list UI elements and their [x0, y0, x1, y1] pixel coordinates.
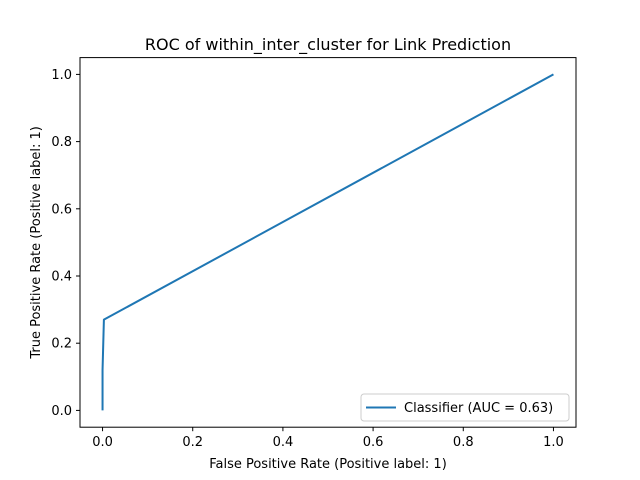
legend-entry-label: Classifier (AUC = 0.63)	[404, 401, 553, 416]
y-axis-label: True Positive Rate (Positive label: 1)	[29, 126, 44, 360]
x-axis-label: False Positive Rate (Positive label: 1)	[209, 457, 447, 472]
y-axis-ticks: 0.0 0.2 0.4 0.6 0.8 1.0	[51, 68, 80, 419]
chart-title: ROC of within_inter_cluster for Link Pre…	[145, 35, 511, 55]
y-tick-label: 0.0	[51, 404, 72, 419]
y-tick-label: 1.0	[51, 68, 72, 83]
x-tick-label: 0.2	[182, 435, 203, 450]
plot-area	[79, 57, 577, 428]
x-tick-label: 1.0	[543, 435, 564, 450]
series-layer	[101, 73, 554, 411]
x-tick-label: 0.0	[92, 435, 113, 450]
y-tick-label: 0.8	[51, 135, 72, 150]
y-tick-label: 0.2	[51, 337, 72, 352]
x-tick-label: 0.4	[273, 435, 294, 450]
legend: Classifier (AUC = 0.63)	[360, 393, 570, 422]
y-tick-label: 0.6	[51, 202, 72, 217]
axes-frame	[79, 57, 577, 428]
y-tick-label: 0.4	[51, 270, 72, 285]
x-axis-ticks: 0.0 0.2 0.4 0.6 0.8 1.0	[92, 427, 564, 450]
roc-curve-line	[101, 73, 554, 411]
x-tick-label: 0.6	[363, 435, 384, 450]
x-tick-label: 0.8	[453, 435, 474, 450]
legend-frame	[360, 393, 570, 422]
